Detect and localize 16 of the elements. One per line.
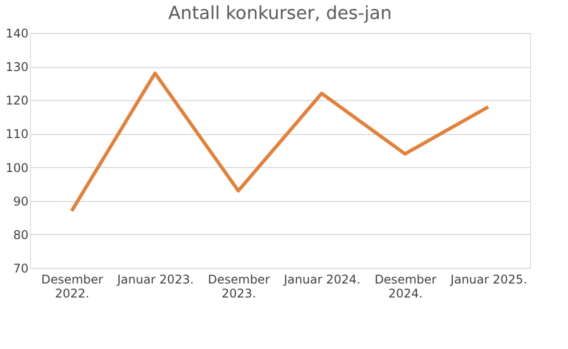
y-tick-label: 100 [6,160,28,175]
x-tick-label: Januar 2024. [282,272,360,286]
x-tick-label: Desember 2022. [41,272,104,300]
x-tick-label: Januar 2025. [450,272,528,286]
y-tick-label: 90 [13,194,28,208]
y-tick-label: 120 [6,94,28,108]
chart-title: Antall konkurser, des-jan [168,3,392,24]
y-tick-label: 110 [6,127,28,142]
x-tick-label: Desember 2024. [374,272,436,300]
x-tick-label: Desember 2023. [208,272,270,300]
x-tick-label: Januar 2023. [116,272,194,286]
y-tick-label: 70 [13,262,28,276]
y-tick-label: 140 [6,26,28,40]
line-series [70,72,490,213]
y-tick-label: 130 [6,60,28,74]
y-tick-label: 80 [13,228,28,242]
